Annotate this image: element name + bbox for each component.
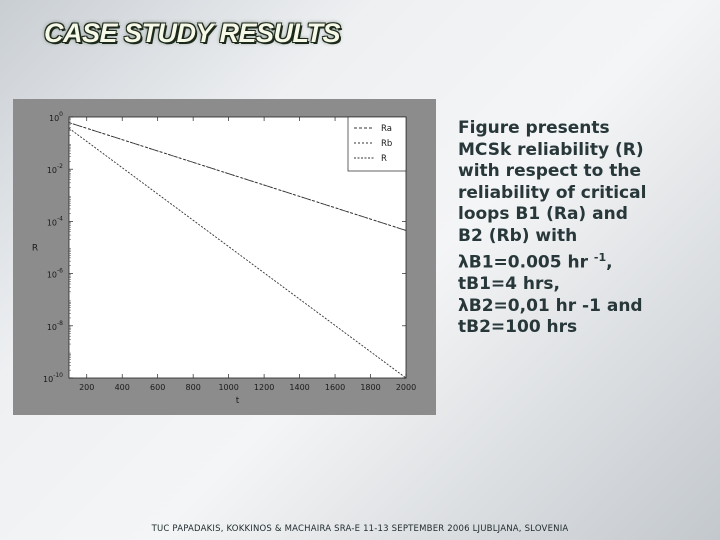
y-tick-label: 100 bbox=[49, 111, 63, 123]
y-tick-exponent: -8 bbox=[57, 320, 63, 327]
y-axis-label: R bbox=[32, 244, 38, 254]
x-tick-label: 1600 bbox=[325, 383, 345, 392]
x-tick-label: 1000 bbox=[218, 383, 238, 392]
x-tick-label: 800 bbox=[186, 383, 201, 392]
reliability-figure: 200 400 600 800 1000 1200 1400 1600 1800 2000 100 1… bbox=[13, 99, 436, 415]
caption-line: λB2=0,01 hr -1 and bbox=[458, 295, 643, 316]
y-tick-base: 10 bbox=[47, 218, 57, 227]
y-tick-label: 10-4 bbox=[47, 215, 63, 227]
caption-superscript: -1 bbox=[593, 251, 607, 264]
y-tick-base: 10 bbox=[49, 114, 59, 123]
caption-line: tB1=4 hrs, bbox=[458, 274, 560, 295]
y-tick-exponent: -2 bbox=[57, 163, 63, 170]
caption-line: reliability of critical bbox=[458, 182, 647, 203]
x-tick-label: 400 bbox=[115, 383, 130, 392]
caption-line: loops B1 (Ra) and bbox=[458, 204, 628, 224]
x-tick-label: 200 bbox=[79, 383, 94, 392]
caption-comma: , bbox=[606, 252, 613, 273]
y-tick-exponent: 0 bbox=[59, 111, 63, 118]
slide-title: CASE STUDY RESULTS bbox=[44, 18, 341, 48]
caption-line-lambda-b1: λB1=0.005 hr -1, bbox=[458, 247, 698, 274]
x-axis-label: t bbox=[236, 396, 240, 406]
x-tick-label: 600 bbox=[150, 383, 165, 392]
y-tick-exponent: -10 bbox=[53, 372, 63, 379]
figure-caption: Figure presents MCSk reliability (R) wit… bbox=[458, 118, 698, 339]
caption-line: tB2=100 hrs bbox=[458, 317, 578, 338]
slide-footer: TUC PAPADAKIS, KOKKINOS & MACHAIRA SRA-E… bbox=[151, 524, 569, 534]
y-tick-base: 10 bbox=[47, 271, 57, 280]
reliability-chart: 200 400 600 800 1000 1200 1400 1600 1800 20001001… bbox=[32, 111, 416, 406]
legend-entry: R bbox=[381, 154, 387, 164]
y-tick-label: 10-10 bbox=[43, 372, 63, 384]
caption-line: Figure presents bbox=[458, 118, 610, 138]
y-tick-base: 10 bbox=[47, 166, 57, 175]
legend-entry: Rb bbox=[381, 139, 392, 149]
x-tick-label: 1400 bbox=[289, 383, 309, 392]
y-tick-exponent: -4 bbox=[57, 215, 63, 222]
x-tick-label: 1200 bbox=[254, 383, 274, 392]
y-tick-base: 10 bbox=[47, 323, 57, 332]
series-line-rb bbox=[68, 122, 407, 231]
caption-line: with respect to the bbox=[458, 161, 642, 181]
x-tick-label: 1800 bbox=[360, 383, 380, 392]
y-tick-label: 10-6 bbox=[47, 268, 63, 280]
y-tick-base: 10 bbox=[43, 375, 53, 384]
y-tick-label: 10-8 bbox=[47, 320, 63, 332]
caption-lambda-b1: λB1=0.005 hr bbox=[458, 252, 588, 273]
y-tick-exponent: -6 bbox=[57, 268, 63, 275]
x-tick-label: 2000 bbox=[396, 383, 416, 392]
legend-box bbox=[347, 116, 407, 172]
y-tick-label: 10-2 bbox=[47, 163, 63, 175]
legend-entry: Ra bbox=[381, 124, 392, 134]
caption-line: MCSk reliability (R) bbox=[458, 139, 644, 160]
caption-line: B2 (Rb) with bbox=[458, 225, 578, 246]
